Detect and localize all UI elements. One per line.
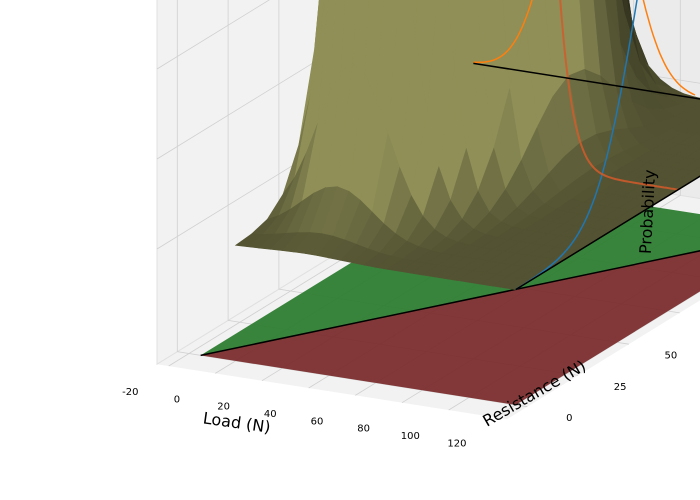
x-tick-label: 60 <box>311 416 324 427</box>
grid-line-z <box>156 0 417 160</box>
x-tick-label: -20 <box>122 387 138 398</box>
limit-state-line <box>200 250 700 357</box>
grid-line-x <box>495 290 700 418</box>
x-tick-label: 0 <box>174 394 180 405</box>
surface-cell <box>692 166 700 173</box>
x-tick-label: 20 <box>217 402 230 413</box>
y-tick-label: 50 <box>665 351 678 362</box>
y-tick-label: 25 <box>614 382 627 393</box>
surface-cell <box>693 130 700 136</box>
x-tick-label: 100 <box>401 431 420 442</box>
resistance-baseline <box>515 175 700 291</box>
x-tick-label: 40 <box>264 409 277 420</box>
grid-line-z <box>156 0 270 70</box>
distribution-curves <box>473 0 700 291</box>
failure-region <box>200 250 700 405</box>
tick-labels: -2002040608010012002550751001250.0000.00… <box>122 351 678 450</box>
x-axis-label: Load (N) <box>202 408 272 436</box>
y-tick-label: 0 <box>566 413 572 424</box>
z-axis-label: Probability <box>636 169 659 254</box>
load-pdf-curve <box>473 0 696 96</box>
load-baseline <box>473 62 700 100</box>
surface-ridge-curve <box>559 0 679 191</box>
resistance-pdf-curve <box>515 0 638 291</box>
probability-surface <box>234 0 700 291</box>
x-tick-label: 120 <box>447 438 466 449</box>
x-tick-label: 80 <box>357 424 370 435</box>
